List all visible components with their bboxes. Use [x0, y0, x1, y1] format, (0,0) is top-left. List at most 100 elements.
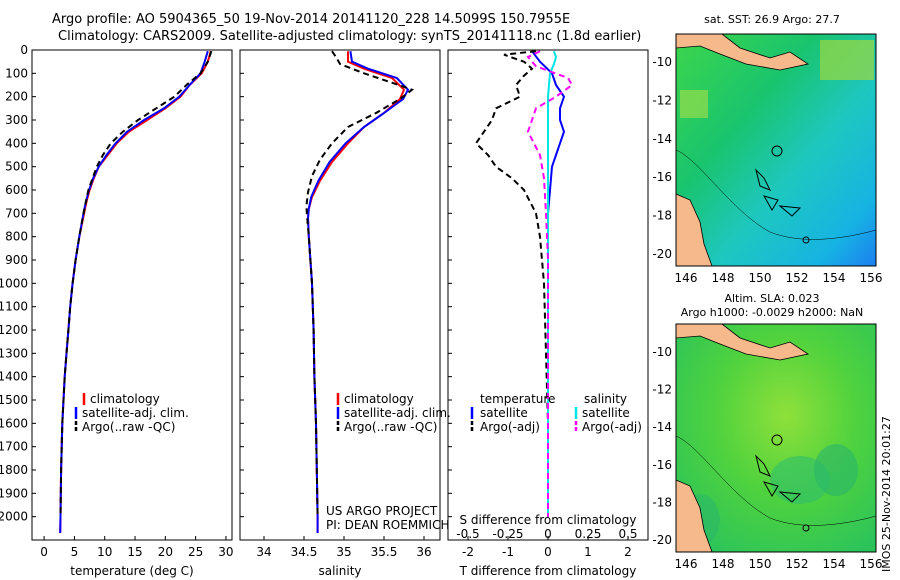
depth-tick-label: 300 — [5, 113, 28, 127]
x-tick-labels: 0 5 10 15 20 25 30 34 34.5 35 35.5 36 -2 -1 0 1 2 -0.5 -0.… — [40, 527, 637, 559]
depth-tick-label: 1900 — [0, 486, 28, 500]
s-diff-tick-label: -0.25 — [492, 527, 523, 541]
map-xtick-label: 148 — [712, 271, 735, 285]
x-tick-label: 15 — [127, 545, 142, 559]
series-line — [306, 51, 410, 533]
sla-bathy-contour — [675, 435, 877, 526]
plot-title-line-1: Argo profile: AO 5904365_50 19-Nov-2014 … — [52, 12, 571, 27]
sst-map-xticks: 146 148 150 152 154 156 — [675, 271, 883, 285]
sst-map-frame — [675, 33, 877, 267]
series-line — [526, 50, 574, 517]
sla-map-xticks: 146 148 150 152 154 156 — [675, 557, 883, 571]
s-diff-tick-label: -0.5 — [456, 527, 479, 541]
map-ytick-label: -20 — [652, 247, 672, 261]
s-diff-tick-label: 0 — [544, 527, 552, 541]
difference-curves — [448, 49, 574, 518]
difference-legend: temperature satellite Argo(-adj) salinit… — [470, 392, 642, 434]
sla-map-title-1: Altim. SLA: 0.023 — [724, 292, 819, 305]
x-tick-label: 0 — [544, 545, 552, 559]
sst-bathy-contour — [675, 149, 877, 240]
map-ytick-label: -18 — [652, 495, 672, 509]
map-xtick-label: 146 — [675, 557, 698, 571]
x-tick-label: 35.5 — [371, 545, 398, 559]
sst-patch — [680, 90, 708, 118]
map-ytick-label: -10 — [652, 55, 672, 69]
salinity-curves — [240, 49, 415, 533]
temperature-xlabel: temperature (deg C) — [70, 564, 193, 578]
s-diff-tick-label: 0.5 — [618, 527, 637, 541]
sst-map-yticks: -10 -12 -14 -16 -18 -20 — [652, 55, 672, 261]
t-difference-xlabel: T difference from climatology — [459, 564, 637, 578]
salinity-legend: climatology satellite-adj. clim. Argo(..… — [326, 392, 451, 532]
legend-sat-label: satellite-adj. clim. — [344, 406, 451, 420]
map-xtick-label: 150 — [749, 271, 772, 285]
sla-map: Altim. SLA: 0.023 Argo h1000: -0.0029 h2… — [675, 292, 877, 553]
salinity-xlabel: salinity — [318, 564, 361, 578]
depth-tick-label: 600 — [5, 183, 28, 197]
legend-argo-label: Argo(..raw -QC) — [344, 420, 437, 434]
reef-marker — [802, 524, 810, 532]
legend-t-sat-label: satellite — [480, 406, 528, 420]
depth-tick-label: 700 — [5, 206, 28, 220]
project-label: US ARGO PROJECT — [326, 504, 438, 518]
map-xtick-label: 152 — [786, 271, 809, 285]
temperature-axes — [31, 49, 233, 541]
reef-marker — [802, 236, 810, 244]
map-ytick-label: -14 — [652, 132, 672, 146]
map-xtick-label: 154 — [823, 271, 846, 285]
x-tick-label: 0 — [40, 545, 48, 559]
depth-tick-label: 1200 — [0, 323, 28, 337]
map-ytick-label: -16 — [652, 458, 672, 472]
salinity-axes — [239, 49, 441, 541]
pi-label: PI: DEAN ROEMMICH — [326, 518, 449, 532]
series-line — [59, 50, 209, 534]
sla-map-frame — [675, 323, 877, 553]
depth-tick-label: 1600 — [0, 416, 28, 430]
depth-tick-label: 200 — [5, 90, 28, 104]
x-tick-label: -2 — [462, 545, 474, 559]
sla-map-yticks: -10 -12 -14 -16 -18 -20 — [652, 345, 672, 547]
map-ytick-label: -16 — [652, 170, 672, 184]
legend-salinity-heading: salinity — [584, 392, 627, 406]
map-ytick-label: -14 — [652, 420, 672, 434]
depth-tick-label: 900 — [5, 253, 28, 267]
temperature-legend: climatology satellite-adj. clim. Argo(..… — [74, 392, 189, 434]
x-tick-label: 34.5 — [291, 545, 318, 559]
land-new-guinea — [675, 33, 810, 71]
x-tick-label: 20 — [158, 545, 173, 559]
map-xtick-label: 156 — [860, 271, 883, 285]
map-ytick-label: -12 — [652, 383, 672, 397]
x-tick-label: 5 — [71, 545, 79, 559]
series-line — [59, 50, 212, 534]
map-xtick-label: 154 — [823, 557, 846, 571]
depth-tick-label: 500 — [5, 160, 28, 174]
map-ytick-label: -20 — [652, 533, 672, 547]
depth-tick-label: 1800 — [0, 463, 28, 477]
x-tick-label: 1 — [584, 545, 592, 559]
imos-timestamp: IMOS 25-Nov-2014 20:01:27 — [880, 416, 893, 572]
temperature-curves — [32, 49, 213, 534]
x-tick-label: 2 — [624, 545, 632, 559]
s-difference-xlabel: S difference from climatology — [460, 513, 637, 527]
depth-tick-label: 1500 — [0, 393, 28, 407]
sst-map: sat. SST: 26.9 Argo: 27.7 — [675, 13, 877, 267]
legend-sat-label: satellite-adj. clim. — [82, 406, 189, 420]
legend-clim-label: climatology — [344, 392, 414, 406]
depth-tick-label: 1400 — [0, 370, 28, 384]
depth-tick-label: 800 — [5, 230, 28, 244]
x-tick-label: 25 — [188, 545, 203, 559]
land-new-guinea — [675, 323, 810, 361]
sla-map-title-2: Argo h1000: -0.0029 h2000: NaN — [681, 306, 864, 319]
depth-tick-label: 1000 — [0, 276, 28, 290]
x-tick-label: 30 — [218, 545, 233, 559]
legend-s-argo-label: Argo(-adj) — [582, 420, 642, 434]
x-tick-label: 10 — [97, 545, 112, 559]
x-tick-label: 36 — [416, 545, 431, 559]
map-xtick-label: 150 — [749, 557, 772, 571]
map-ytick-label: -12 — [652, 93, 672, 107]
map-xtick-label: 152 — [786, 557, 809, 571]
series-line — [305, 50, 415, 517]
x-tick-label: 35 — [336, 545, 351, 559]
depth-tick-label: 1100 — [0, 300, 28, 314]
